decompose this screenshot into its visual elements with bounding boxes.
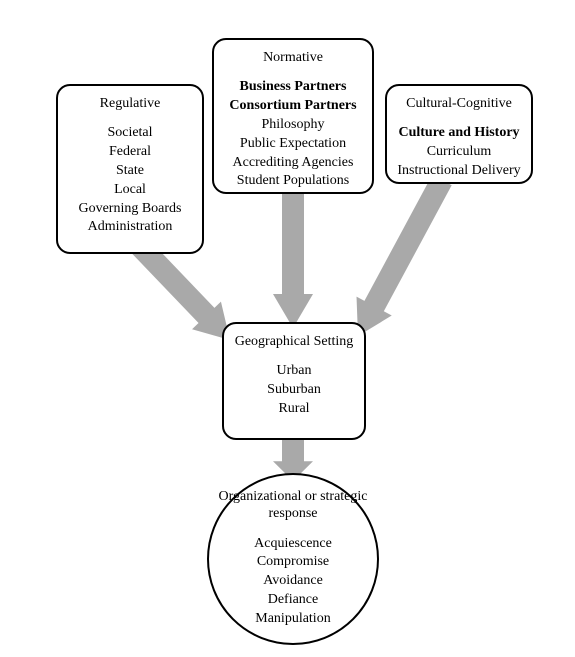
arrow-cultural-to-geographical <box>340 171 459 346</box>
box-cultural-items-2: Instructional Delivery <box>393 162 525 181</box>
box-regulative-items-3: Local <box>64 181 196 200</box>
box-regulative-items-5: Administration <box>64 218 196 237</box>
box-normative-items-4: Accrediting Agencies <box>220 154 366 173</box>
box-regulative-items-0: Societal <box>64 124 196 143</box>
box-normative-items-2: Philosophy <box>220 116 366 135</box>
box-normative: Normative Business PartnersConsortium Pa… <box>212 38 374 194</box>
circle-response-title: Organizational or strategic response <box>217 489 369 523</box>
arrow-normative-to-geographical <box>273 190 313 328</box>
box-geographical-items: UrbanSuburbanRural <box>230 362 358 419</box>
box-geographical-items-0: Urban <box>230 362 358 381</box>
box-geographical-items-2: Rural <box>230 400 358 419</box>
box-regulative-items-2: State <box>64 162 196 181</box>
circle-response-items-3: Defiance <box>254 591 332 610</box>
box-normative-items-1: Consortium Partners <box>220 97 366 116</box>
box-cultural-title: Cultural-Cognitive <box>393 96 525 112</box>
box-cultural: Cultural-Cognitive Culture and HistoryCu… <box>385 84 533 184</box>
box-normative-title: Normative <box>220 50 366 66</box>
box-normative-items: Business PartnersConsortium PartnersPhil… <box>220 78 366 191</box>
box-regulative-items: SocietalFederalStateLocalGoverning Board… <box>64 124 196 237</box>
box-regulative: Regulative SocietalFederalStateLocalGove… <box>56 84 204 254</box>
box-normative-items-0: Business Partners <box>220 78 366 97</box>
circle-response-items-2: Avoidance <box>254 572 332 591</box>
circle-response-items: AcquiescenceCompromiseAvoidanceDefianceM… <box>254 535 332 629</box>
box-geographical: Geographical Setting UrbanSuburbanRural <box>222 322 366 440</box>
circle-response-items-4: Manipulation <box>254 610 332 629</box>
box-geographical-title: Geographical Setting <box>230 334 358 350</box>
box-regulative-items-4: Governing Boards <box>64 200 196 219</box>
box-cultural-items-0: Culture and History <box>393 124 525 143</box>
box-regulative-title: Regulative <box>64 96 196 112</box>
circle-response-items-1: Compromise <box>254 553 332 572</box>
box-cultural-items-1: Curriculum <box>393 143 525 162</box>
box-normative-items-5: Student Populations <box>220 172 366 191</box>
box-normative-items-3: Public Expectation <box>220 135 366 154</box>
circle-response: Organizational or strategic response Acq… <box>207 473 379 645</box>
box-cultural-items: Culture and HistoryCurriculumInstruction… <box>393 124 525 181</box>
box-regulative-items-1: Federal <box>64 143 196 162</box>
circle-response-items-0: Acquiescence <box>254 535 332 554</box>
box-geographical-items-1: Suburban <box>230 381 358 400</box>
